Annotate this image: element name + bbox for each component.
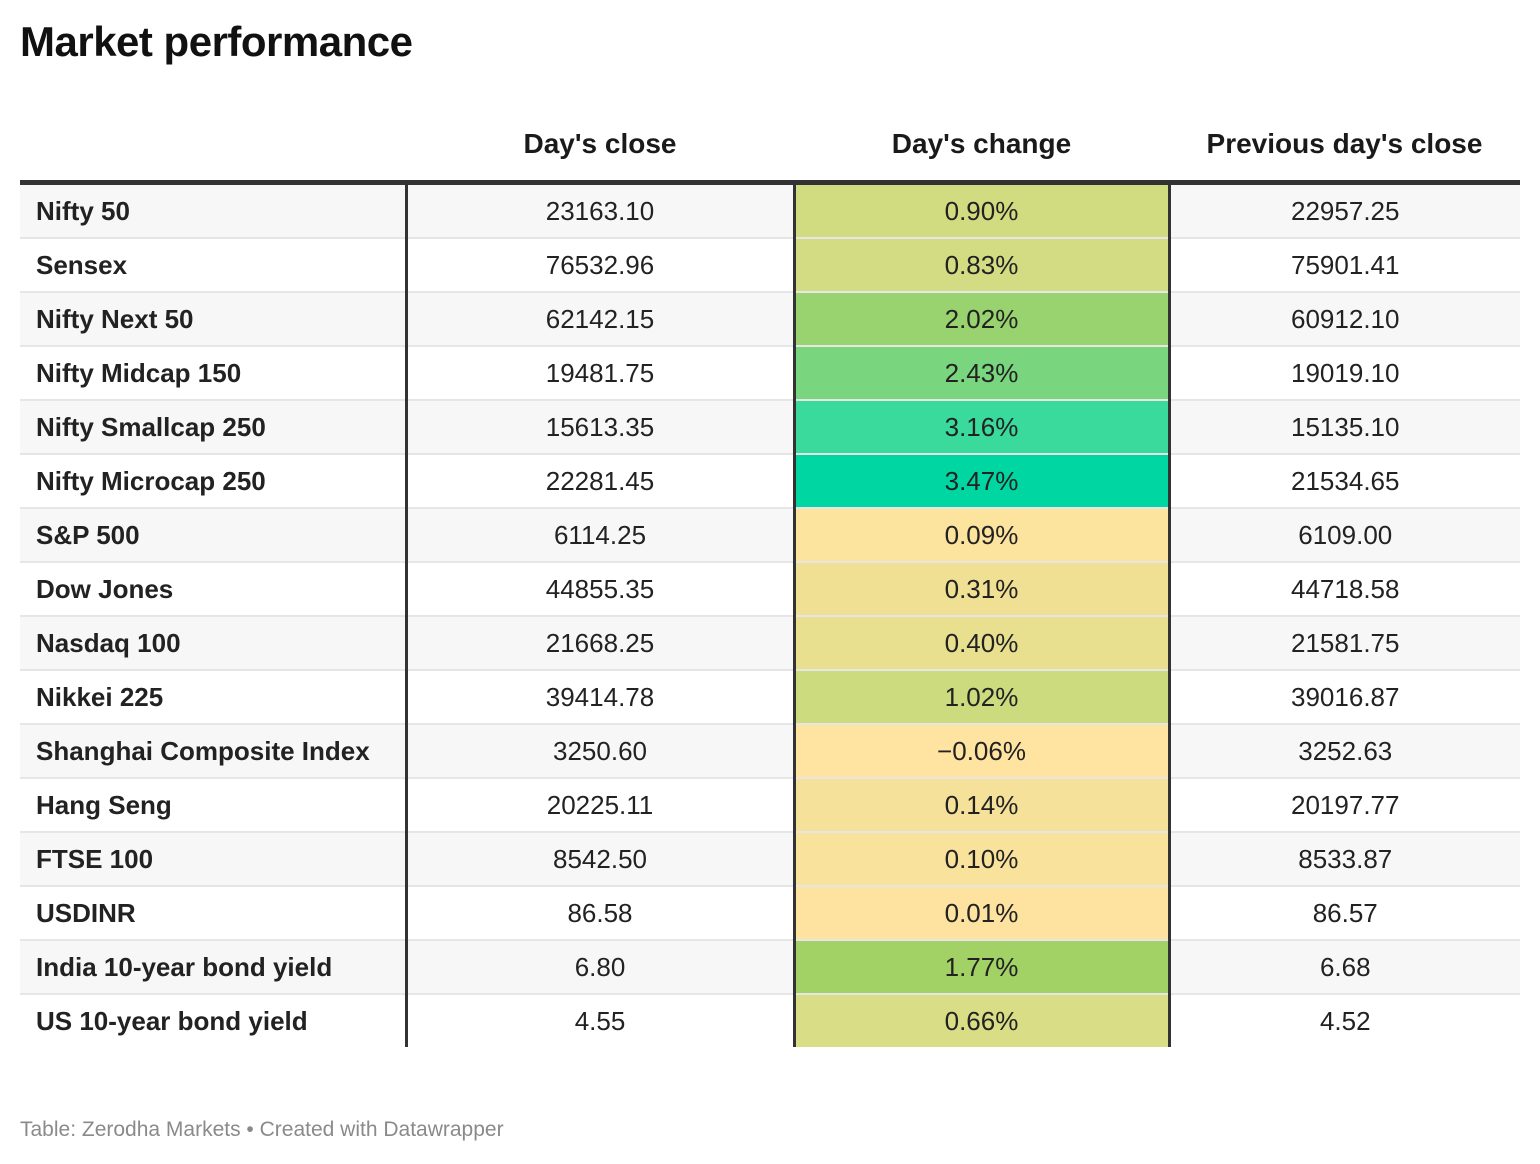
column-header-name [20, 108, 406, 185]
table-row: S&P 500 6114.25 0.09% 6109.00 [20, 507, 1520, 562]
market-table: Day's close Day's change Previous day's … [20, 108, 1520, 1047]
table-row: Nifty Midcap 150 19481.75 2.43% 19019.10 [20, 345, 1520, 400]
source-note: Table: Zerodha Markets • Created with Da… [20, 1118, 504, 1141]
previous-close-cell: 21534.65 [1169, 453, 1520, 508]
previous-close-cell: 22957.25 [1169, 182, 1520, 238]
days-change-cell: 2.43% [794, 345, 1171, 400]
days-change-cell: 0.31% [794, 561, 1171, 616]
days-change-cell: 0.14% [794, 777, 1171, 832]
column-header-previous-close: Previous day's close [1169, 108, 1520, 185]
days-close-cell: 4.55 [406, 993, 796, 1047]
days-change-cell: −0.06% [794, 723, 1171, 778]
previous-close-cell: 6109.00 [1169, 507, 1520, 562]
previous-close-cell: 15135.10 [1169, 399, 1520, 454]
days-close-cell: 39414.78 [406, 669, 796, 724]
table-row: Nifty Next 50 62142.15 2.02% 60912.10 [20, 291, 1520, 346]
table-row: Nasdaq 100 21668.25 0.40% 21581.75 [20, 615, 1520, 670]
days-change-cell: 0.83% [794, 237, 1171, 292]
days-close-cell: 8542.50 [406, 831, 796, 886]
row-name: Dow Jones [20, 561, 408, 616]
row-name: Nifty Microcap 250 [20, 453, 408, 508]
table-row: Nifty Microcap 250 22281.45 3.47% 21534.65 [20, 453, 1520, 508]
row-name: FTSE 100 [20, 831, 408, 886]
days-close-cell: 62142.15 [406, 291, 796, 346]
previous-close-cell: 86.57 [1169, 885, 1520, 940]
days-change-cell: 2.02% [794, 291, 1171, 346]
days-close-cell: 21668.25 [406, 615, 796, 670]
days-close-cell: 76532.96 [406, 237, 796, 292]
days-close-cell: 86.58 [406, 885, 796, 940]
table-row: Shanghai Composite Index 3250.60 −0.06% 325… [20, 723, 1520, 778]
days-close-cell: 15613.35 [406, 399, 796, 454]
previous-close-cell: 6.68 [1169, 939, 1520, 994]
table-row: Nifty 50 23163.10 0.90% 22957.25 [20, 182, 1520, 238]
header-row: Day's close Day's change Previous day's … [20, 108, 1520, 185]
row-name: Nifty Midcap 150 [20, 345, 408, 400]
days-close-cell: 19481.75 [406, 345, 796, 400]
previous-close-cell: 39016.87 [1169, 669, 1520, 724]
previous-close-cell: 44718.58 [1169, 561, 1520, 616]
table-row: US 10-year bond yield 4.55 0.66% 4.52 [20, 993, 1520, 1047]
days-change-cell: 0.01% [794, 885, 1171, 940]
days-close-cell: 22281.45 [406, 453, 796, 508]
row-name: S&P 500 [20, 507, 408, 562]
row-name: Hang Seng [20, 777, 408, 832]
table-row: Dow Jones 44855.35 0.31% 44718.58 [20, 561, 1520, 616]
days-change-cell: 3.47% [794, 453, 1171, 508]
table-row: Nikkei 225 39414.78 1.02% 39016.87 [20, 669, 1520, 724]
days-change-cell: 3.16% [794, 399, 1171, 454]
table-row: FTSE 100 8542.50 0.10% 8533.87 [20, 831, 1520, 886]
row-name: Sensex [20, 237, 408, 292]
previous-close-cell: 60912.10 [1169, 291, 1520, 346]
days-change-cell: 0.66% [794, 993, 1171, 1047]
row-name: Nifty 50 [20, 182, 408, 238]
row-name: India 10-year bond yield [20, 939, 408, 994]
days-close-cell: 6.80 [406, 939, 796, 994]
days-change-cell: 1.77% [794, 939, 1171, 994]
table-row: Hang Seng 20225.11 0.14% 20197.77 [20, 777, 1520, 832]
table-body: Nifty 50 23163.10 0.90% 22957.25 Sensex 76532… [20, 182, 1520, 1047]
previous-close-cell: 19019.10 [1169, 345, 1520, 400]
days-close-cell: 3250.60 [406, 723, 796, 778]
row-name: US 10-year bond yield [20, 993, 408, 1047]
column-header-days-close: Day's close [406, 108, 794, 185]
previous-close-cell: 21581.75 [1169, 615, 1520, 670]
row-name: Nasdaq 100 [20, 615, 408, 670]
table-row: India 10-year bond yield 6.80 1.77% 6.68 [20, 939, 1520, 994]
days-close-cell: 20225.11 [406, 777, 796, 832]
days-change-cell: 0.40% [794, 615, 1171, 670]
table-row: Sensex 76532.96 0.83% 75901.41 [20, 237, 1520, 292]
row-name: Nifty Next 50 [20, 291, 408, 346]
days-change-cell: 0.10% [794, 831, 1171, 886]
previous-close-cell: 20197.77 [1169, 777, 1520, 832]
row-name: Shanghai Composite Index [20, 723, 408, 778]
previous-close-cell: 4.52 [1169, 993, 1520, 1047]
table-row: USDINR 86.58 0.01% 86.57 [20, 885, 1520, 940]
table-row: Nifty Smallcap 250 15613.35 3.16% 15135.10 [20, 399, 1520, 454]
previous-close-cell: 3252.63 [1169, 723, 1520, 778]
days-close-cell: 44855.35 [406, 561, 796, 616]
days-change-cell: 0.09% [794, 507, 1171, 562]
column-header-days-change: Day's change [794, 108, 1169, 185]
chart-title: Market performance [20, 18, 413, 65]
days-change-cell: 1.02% [794, 669, 1171, 724]
previous-close-cell: 75901.41 [1169, 237, 1520, 292]
row-name: USDINR [20, 885, 408, 940]
days-close-cell: 6114.25 [406, 507, 796, 562]
days-change-cell: 0.90% [794, 182, 1171, 238]
row-name: Nikkei 225 [20, 669, 408, 724]
row-name: Nifty Smallcap 250 [20, 399, 408, 454]
previous-close-cell: 8533.87 [1169, 831, 1520, 886]
days-close-cell: 23163.10 [406, 182, 796, 238]
